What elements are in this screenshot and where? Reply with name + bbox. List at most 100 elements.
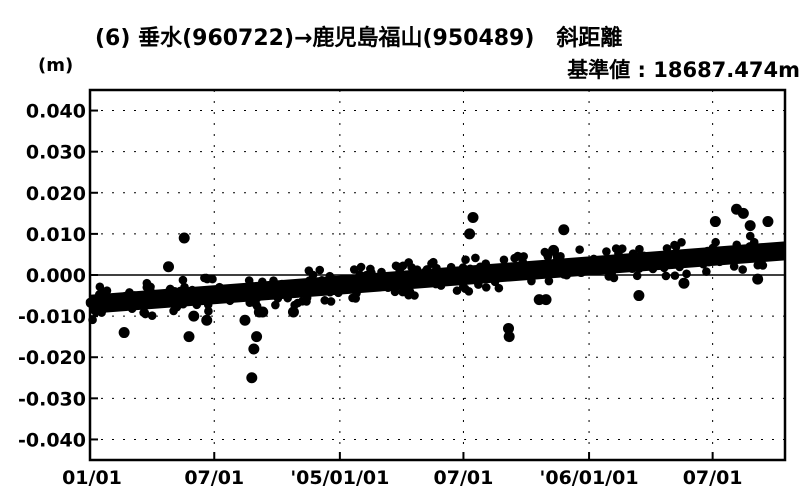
- y-tick-label: 0.020: [26, 183, 86, 205]
- band-point: [215, 282, 224, 292]
- band-point: [142, 283, 152, 292]
- band-point: [628, 249, 638, 259]
- band-point: [688, 250, 698, 259]
- band-point: [474, 280, 483, 289]
- y-tick-label: -0.030: [18, 388, 86, 410]
- y-tick-label: 0.040: [26, 101, 86, 123]
- band-point: [670, 240, 679, 250]
- band-point: [192, 300, 202, 310]
- band-point: [559, 270, 569, 279]
- band-point: [317, 276, 327, 285]
- band-point: [639, 251, 649, 261]
- band-point: [273, 294, 283, 303]
- band-point: [277, 279, 287, 289]
- trend-band: [85, 231, 785, 325]
- data-point: [287, 306, 299, 318]
- band-point: [545, 264, 555, 273]
- band-point: [490, 277, 500, 287]
- band-point: [398, 287, 407, 297]
- band-point: [305, 276, 314, 285]
- data-point: [503, 331, 515, 343]
- band-point: [732, 240, 742, 250]
- data-point: [178, 232, 190, 244]
- band-point: [702, 267, 711, 276]
- band-point: [659, 263, 669, 273]
- band-point: [481, 283, 491, 292]
- band-point: [465, 264, 475, 274]
- band-point: [458, 263, 468, 272]
- x-tick-label: 07/01: [683, 467, 743, 488]
- band-point: [365, 278, 374, 287]
- data-points: [118, 203, 774, 384]
- band-point: [475, 262, 485, 272]
- band-point: [203, 300, 213, 310]
- x-tick-label: 01/01: [62, 467, 122, 488]
- data-point: [201, 314, 213, 326]
- band-point: [627, 264, 637, 273]
- band-point: [252, 294, 262, 303]
- data-point: [163, 261, 175, 273]
- band-point: [554, 256, 563, 266]
- band-point: [499, 255, 509, 265]
- band-point: [602, 247, 611, 256]
- data-point: [246, 372, 258, 384]
- band-point: [106, 300, 115, 309]
- band-point: [405, 287, 415, 296]
- band-point: [634, 264, 644, 273]
- band-point: [177, 299, 186, 309]
- band-point: [377, 278, 386, 288]
- band-point: [604, 272, 614, 281]
- band-point: [446, 262, 456, 272]
- band-point: [675, 262, 684, 272]
- y-axis-ticks: 0.040 0.030 0.020 0.010 0.000 -0.010 -0.020 -0.…: [18, 101, 98, 451]
- band-point: [662, 244, 672, 253]
- data-point: [737, 207, 749, 219]
- data-point: [744, 220, 756, 232]
- band-point: [127, 304, 137, 314]
- band-point: [589, 254, 599, 264]
- band-point: [461, 255, 470, 264]
- band-point: [295, 279, 304, 289]
- band-point: [427, 259, 436, 268]
- band-point: [452, 272, 461, 281]
- data-point: [239, 314, 251, 326]
- band-point: [711, 237, 720, 247]
- band-point: [738, 265, 747, 274]
- band-point: [436, 281, 446, 290]
- band-point: [677, 237, 686, 247]
- chart-subtitle: 基準値 : 18687.474m: [567, 58, 800, 82]
- band-point: [452, 286, 462, 295]
- data-point: [540, 294, 552, 306]
- band-point: [483, 271, 493, 281]
- band-point: [393, 277, 403, 287]
- band-point: [745, 242, 755, 251]
- band-point: [544, 276, 554, 286]
- y-tick-label: -0.020: [18, 347, 86, 369]
- band-point: [472, 272, 482, 281]
- band-point: [594, 260, 604, 269]
- x-tick-label: 07/01: [184, 467, 244, 488]
- band-point: [494, 283, 504, 293]
- band-point: [383, 283, 393, 292]
- band-point: [761, 249, 771, 258]
- band-point: [315, 265, 325, 275]
- band-point: [213, 295, 223, 304]
- band-point: [715, 257, 724, 267]
- band-point: [526, 262, 535, 271]
- band-point: [244, 276, 254, 285]
- y-tick-label: 0.030: [26, 142, 86, 164]
- band-point: [356, 262, 366, 272]
- band-point: [682, 269, 691, 279]
- band-point: [377, 267, 386, 277]
- band-point: [576, 268, 585, 277]
- band-point: [494, 267, 503, 276]
- band-point: [725, 254, 734, 263]
- data-point: [467, 211, 479, 223]
- data-point: [118, 327, 130, 339]
- chart-title: (6) 垂水(960722)→鹿児島福山(950489) 斜距離: [95, 25, 622, 51]
- band-point: [540, 247, 550, 257]
- x-axis-ticks: 01/01 07/01 '05/01/01 07/01 '06/01/01 07/01: [62, 452, 743, 488]
- band-point: [325, 287, 335, 297]
- band-point: [518, 257, 528, 267]
